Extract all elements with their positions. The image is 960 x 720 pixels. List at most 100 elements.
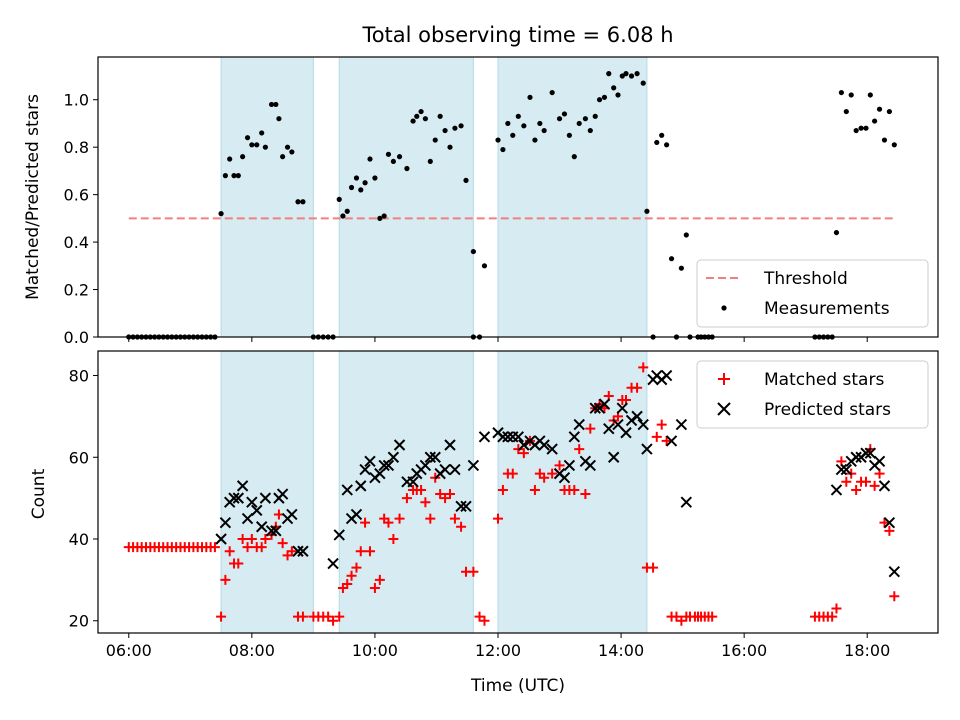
bottom-predicted-stars-point-72	[616, 402, 629, 414]
bottom-y-tick-label-0: 20	[69, 612, 89, 631]
top-measurements-point-68	[447, 144, 453, 150]
bottom-matched-stars-point-37	[286, 546, 297, 557]
bottom-predicted-stars-point-82	[665, 435, 678, 447]
top-measurements-point-35	[280, 154, 286, 160]
top-measurements-point-135	[881, 137, 888, 143]
top-measurements-point-63	[422, 116, 428, 122]
top-measurements-point-62	[418, 108, 424, 115]
top-measurements-point-130	[858, 125, 864, 131]
bottom-predicted-stars-point-60	[558, 471, 571, 484]
bottom-matched-stars-point-51	[360, 517, 371, 528]
bottom-predicted-stars-point-50	[502, 431, 514, 443]
bottom-predicted-stars-point-76	[637, 418, 649, 431]
bottom-matched-stars-point-74	[479, 615, 490, 626]
bottom-x-tick-label-6: 18:00	[844, 641, 890, 660]
bottom-predicted-stars-point-19	[333, 529, 345, 541]
bottom-predicted-stars-point-47	[478, 431, 491, 443]
bottom-matched-stars-point-75	[493, 513, 503, 524]
top-measurements-point-103	[634, 71, 640, 77]
bottom-predicted-stars-point-85	[830, 484, 843, 496]
bottom-predicted-stars-point-26	[364, 455, 376, 468]
top-measurements-point-67	[442, 127, 448, 134]
bottom-matched-stars-point-129	[851, 484, 862, 495]
bottom-matched-stars-point-48	[346, 570, 357, 581]
bottom-predicted-stars-point-70	[607, 451, 620, 463]
top-measurements-point-129	[853, 127, 859, 134]
bottom-predicted-stars-point-37	[419, 459, 432, 472]
top-measurements-point-83	[532, 137, 538, 143]
top-measurements-point-96	[601, 94, 608, 100]
bottom-axes-frame	[97, 350, 939, 634]
bottom-predicted-stars-point-94	[873, 455, 886, 468]
bottom-matched-stars-point-30	[256, 542, 267, 553]
bottom-predicted-stars-point-43	[449, 463, 461, 476]
bottom-predicted-stars-point-32	[393, 439, 406, 451]
bottom-legend-marker-0	[718, 373, 730, 385]
top-measurements-point-125	[833, 229, 840, 236]
top-measurements-point-46	[340, 213, 346, 219]
top-measurements-point-134	[876, 106, 883, 112]
top-measurements-point-80	[515, 113, 521, 119]
top-measurements-point-101	[623, 71, 629, 77]
bottom-predicted-stars-point-91	[860, 447, 872, 459]
bottom-matched-stars-point-70	[456, 521, 467, 532]
bottom-matched-stars-point-63	[420, 497, 431, 508]
bottom-predicted-stars-point-23	[350, 508, 363, 521]
top-legend-marker-1	[721, 305, 727, 311]
bottom-matched-stars-point-44	[328, 615, 339, 626]
top-legend-box	[696, 259, 929, 328]
bottom-predicted-stars-point-83	[675, 418, 688, 431]
top-legend-label-0: Threshold	[763, 269, 848, 289]
bottom-matched-stars-point-68	[445, 489, 455, 500]
bottom-legend-label-0: Matched stars	[764, 370, 884, 390]
bottom-panel-count: 06:00 08:00 10:00 12:00 14:00 16:00 18:00 20 40 6…	[69, 350, 939, 660]
bottom-matched-stars-point-137	[889, 591, 900, 602]
bottom-shaded-interval-1	[338, 350, 474, 634]
bottom-predicted-stars-point-24	[355, 480, 367, 492]
top-measurements-point-137	[891, 142, 897, 148]
bottom-x-tick-label-1: 08:00	[229, 641, 275, 660]
top-measurements-point-51	[362, 180, 368, 186]
top-measurements-point-98	[611, 85, 617, 91]
bottom-predicted-stars-point-5	[236, 480, 249, 492]
top-y-tick-label-1: 0.2	[64, 281, 89, 300]
bottom-y-tick-label-1: 40	[69, 530, 89, 549]
bottom-predicted-stars-point-8	[251, 504, 263, 517]
top-measurements-point-132	[867, 92, 873, 98]
bottom-matched-stars-point-47	[342, 578, 353, 589]
top-measurements-point-45	[336, 196, 342, 202]
bottom-predicted-stars-point-21	[341, 484, 353, 496]
bottom-predicted-stars-point-63	[573, 418, 585, 431]
bottom-matched-stars-point-79	[513, 444, 524, 455]
top-measurements-point-110	[668, 256, 675, 262]
top-measurements-point-34	[276, 116, 282, 122]
bottom-predicted-stars-point-1	[219, 516, 232, 529]
bottom-predicted-stars-point-58	[546, 443, 558, 455]
bottom-matched-stars-point-64	[425, 513, 436, 524]
bottom-matched-stars-point-28	[246, 534, 257, 544]
bottom-matched-stars-point-39	[297, 611, 308, 622]
bottom-matched-stars-point-127	[841, 476, 852, 487]
bottom-x-tick-label-3: 12:00	[475, 641, 521, 660]
bottom-matched-stars-point-50	[355, 546, 366, 557]
bottom-matched-stars-point-90	[574, 444, 585, 455]
top-axes-frame	[97, 56, 939, 338]
bottom-predicted-stars-point-73	[620, 427, 632, 439]
top-measurements-point-113	[683, 232, 689, 238]
top-measurements-point-70	[458, 123, 464, 129]
top-measurements-point-90	[571, 154, 577, 160]
bottom-predicted-stars-point-84	[680, 496, 693, 508]
bottom-predicted-stars-point-81	[660, 369, 673, 382]
bottom-y-tick-label-3: 80	[69, 367, 89, 386]
top-measurements-point-72	[470, 248, 476, 255]
bottom-predicted-stars-point-49	[497, 431, 509, 443]
top-measurements-point-27	[244, 135, 251, 141]
bottom-matched-stars-point-80	[518, 448, 529, 459]
top-measurements-point-52	[367, 156, 373, 162]
top-shaded-interval-2	[497, 56, 648, 338]
top-measurements-point-26	[240, 154, 246, 160]
top-measurements-point-112	[678, 265, 684, 271]
top-measurements-point-133	[872, 118, 878, 124]
bottom-matched-stars-point-35	[277, 538, 288, 549]
top-measurements-point-97	[606, 71, 612, 77]
